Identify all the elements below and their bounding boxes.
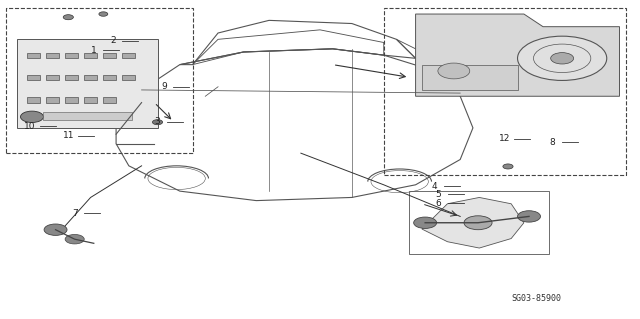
Bar — [27, 53, 40, 58]
Bar — [103, 97, 116, 103]
Bar — [409, 191, 549, 254]
Bar — [84, 97, 97, 103]
Circle shape — [63, 15, 74, 20]
Circle shape — [503, 164, 513, 169]
Circle shape — [413, 217, 436, 228]
Text: 6: 6 — [436, 199, 442, 208]
Bar — [422, 65, 518, 90]
Circle shape — [518, 36, 607, 80]
Circle shape — [550, 53, 573, 64]
Bar — [27, 75, 40, 80]
Circle shape — [518, 36, 607, 80]
Text: 8: 8 — [550, 137, 556, 147]
Bar — [384, 8, 626, 175]
Circle shape — [152, 120, 163, 125]
Circle shape — [550, 53, 573, 64]
Circle shape — [20, 111, 44, 122]
Circle shape — [464, 216, 492, 230]
Text: 2: 2 — [110, 36, 116, 45]
Bar — [27, 97, 40, 103]
Polygon shape — [422, 197, 524, 248]
Bar — [43, 112, 132, 120]
Circle shape — [534, 44, 591, 72]
Text: 1: 1 — [91, 46, 97, 55]
Text: 3: 3 — [155, 117, 161, 126]
Circle shape — [438, 63, 470, 79]
Text: 5: 5 — [436, 190, 442, 199]
Bar — [65, 97, 78, 103]
Bar — [46, 97, 59, 103]
Bar — [103, 53, 116, 58]
Text: 4: 4 — [432, 182, 438, 191]
Circle shape — [518, 211, 540, 222]
Bar — [46, 53, 59, 58]
Bar — [122, 75, 135, 80]
Circle shape — [44, 224, 67, 235]
Text: 7: 7 — [72, 209, 77, 218]
Text: 9: 9 — [161, 82, 167, 91]
Text: 12: 12 — [499, 134, 511, 144]
Circle shape — [65, 234, 84, 244]
Bar — [103, 75, 116, 80]
Text: 11: 11 — [63, 131, 74, 140]
Bar — [84, 53, 97, 58]
Text: 10: 10 — [24, 122, 36, 131]
Bar — [84, 75, 97, 80]
Bar — [17, 39, 157, 128]
Bar — [65, 53, 78, 58]
Bar — [122, 53, 135, 58]
Polygon shape — [415, 14, 620, 96]
Bar — [6, 8, 193, 153]
Bar — [46, 75, 59, 80]
Text: SG03-85900: SG03-85900 — [511, 294, 562, 303]
Circle shape — [99, 12, 108, 16]
Bar — [65, 75, 78, 80]
